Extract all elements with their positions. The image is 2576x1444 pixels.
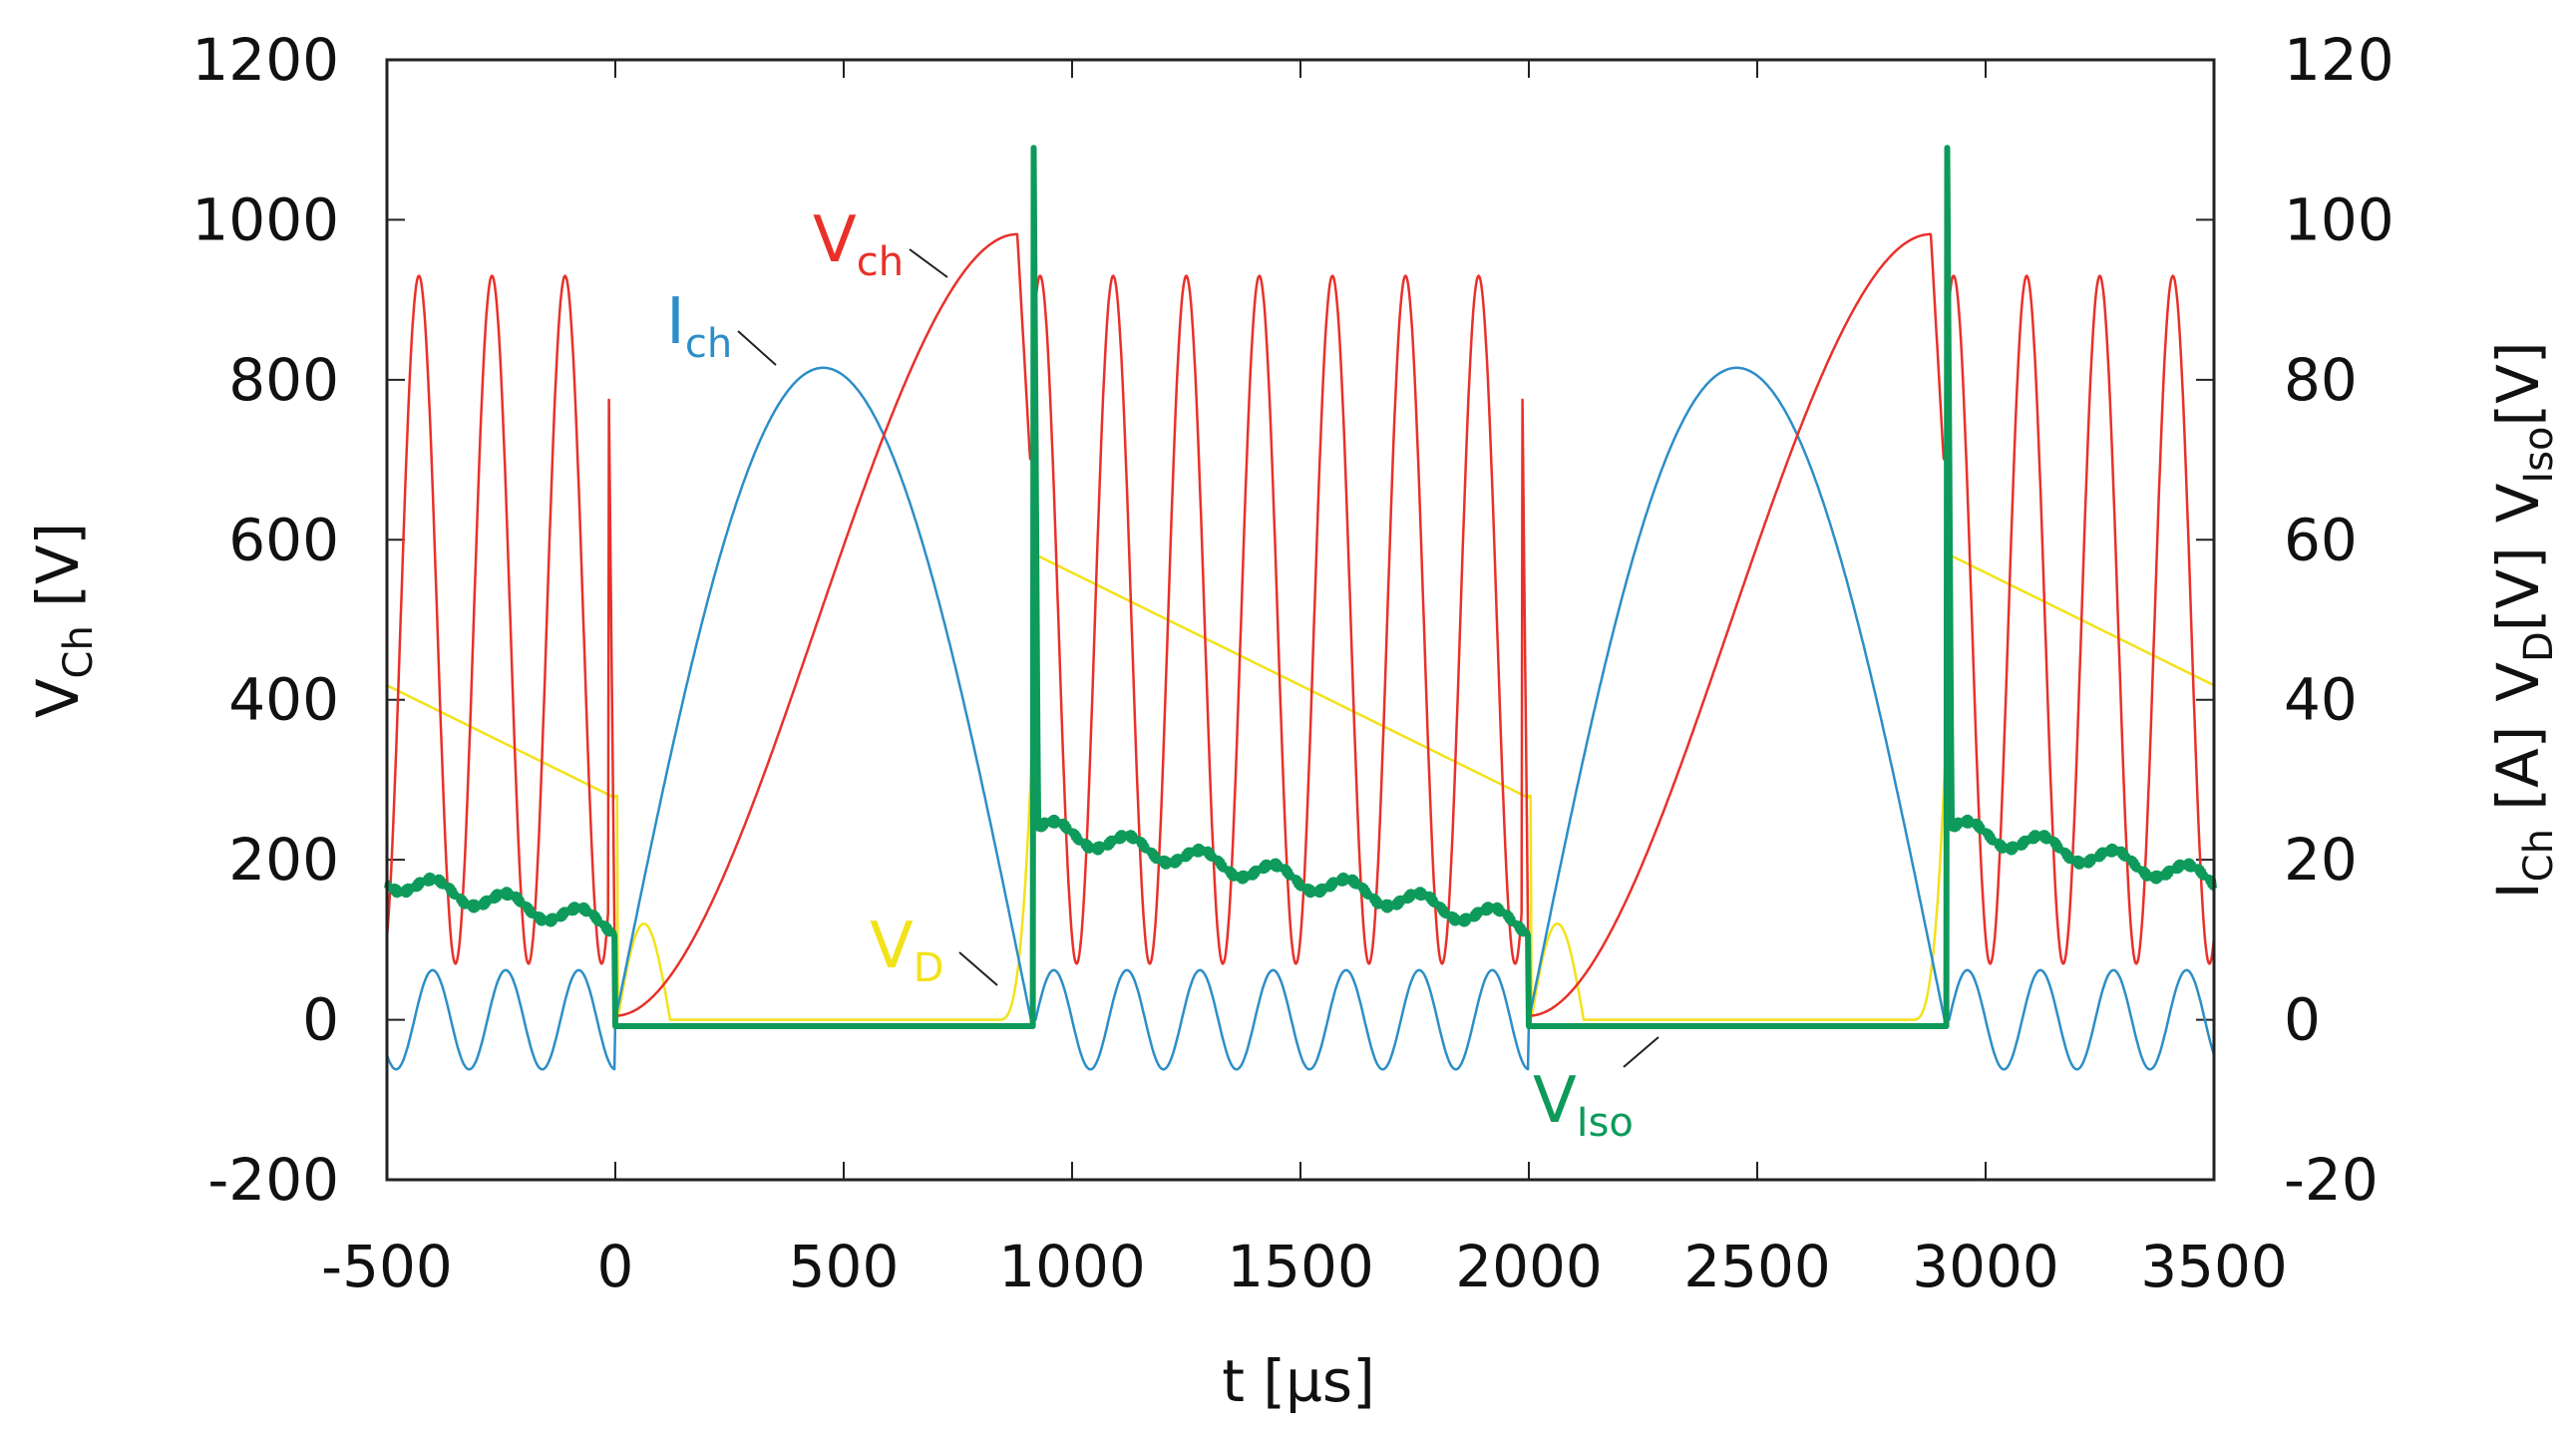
annotation-vch: Vch (813, 203, 948, 285)
series-line-vd (386, 554, 2215, 1021)
y-left-axis-title: VCh [V] (24, 523, 102, 718)
y-right-title-1-sub: D (2516, 631, 2562, 662)
x-tick-label: 3500 (2140, 1233, 2288, 1300)
x-tick-label: 1000 (998, 1233, 1146, 1300)
x-tick-label: 2000 (1455, 1233, 1603, 1300)
series-lines (384, 145, 2217, 1071)
leader-line-vch (909, 248, 948, 278)
y-right-tick-label: 100 (2284, 185, 2394, 253)
y-right-title-1-main: V (2484, 662, 2552, 702)
y-left-title-main: V (24, 678, 92, 718)
y-right-tick-label: 60 (2284, 506, 2358, 573)
annotation-viso: VIso (1533, 1036, 1659, 1146)
y-left-tick-label: 400 (228, 666, 339, 734)
x-tick-label: 3000 (1912, 1233, 2059, 1300)
x-tick-label: 2500 (1683, 1233, 1831, 1300)
y-right-title-1-unit: [V] (2484, 546, 2552, 631)
series-label-vd: VD (870, 909, 944, 991)
leader-line-ich (737, 330, 777, 366)
y-right-title-0-sub: Ch (2516, 829, 2562, 882)
y-right-title-0-main: I (2484, 882, 2552, 899)
y-right-tick-labels: -20 0 20 40 60 80 100 120 (2284, 26, 2394, 1214)
tick-marks (386, 59, 2215, 1181)
x-axis-title: t [µs] (1222, 1347, 1375, 1415)
y-left-tick-label: 200 (228, 826, 339, 894)
y-right-axis-title: ICh [A]VD[V]VIso[V] (2484, 342, 2562, 900)
y-left-tick-label: -200 (207, 1146, 339, 1214)
x-tick-labels: -500 0 500 1000 1500 2000 2500 3000 3500 (321, 1233, 2288, 1300)
y-right-tick-label: 0 (2284, 986, 2321, 1054)
x-tick-label: 500 (789, 1233, 900, 1300)
series-line-viso (384, 145, 2217, 1029)
y-right-title-0-unit: [A] (2484, 726, 2552, 829)
y-right-tick-label: 80 (2284, 346, 2358, 414)
leader-line-vd (958, 951, 998, 986)
y-left-tick-label: 600 (228, 506, 339, 573)
y-right-title-2-unit: [V] (2484, 342, 2552, 427)
x-tick-label: 1500 (1227, 1233, 1374, 1300)
series-label-viso: VIso (1533, 1064, 1634, 1146)
y-right-tick-label: -20 (2284, 1146, 2379, 1214)
series-label-ich: Ich (666, 285, 732, 367)
y-left-tick-label: 800 (228, 346, 339, 414)
y-right-tick-label: 40 (2284, 666, 2358, 734)
x-tick-label: -500 (321, 1233, 453, 1300)
y-left-title-unit: [V] (24, 523, 92, 625)
annotation-ich: Ich (666, 285, 777, 367)
y-left-tick-label: 1000 (191, 185, 339, 253)
x-tick-label: 0 (597, 1233, 634, 1300)
series-line-vch (385, 232, 2216, 1017)
y-left-title-sub: Ch (56, 625, 102, 678)
y-right-title-2-sub: Iso (2516, 426, 2562, 483)
annotation-vd: VD (870, 909, 998, 991)
y-left-tick-labels: -200 0 200 400 600 800 1000 1200 (191, 26, 339, 1214)
leader-line-viso (1623, 1036, 1659, 1068)
series-line-ich (385, 366, 2216, 1071)
y-right-tick-label: 20 (2284, 826, 2358, 894)
plot-frame (385, 58, 2216, 1182)
y-left-tick-label: 1200 (191, 26, 339, 94)
series-label-vch: Vch (813, 203, 904, 285)
y-left-tick-label: 0 (302, 986, 339, 1054)
y-right-title-2-main: V (2484, 483, 2552, 523)
y-right-tick-label: 120 (2284, 26, 2394, 94)
